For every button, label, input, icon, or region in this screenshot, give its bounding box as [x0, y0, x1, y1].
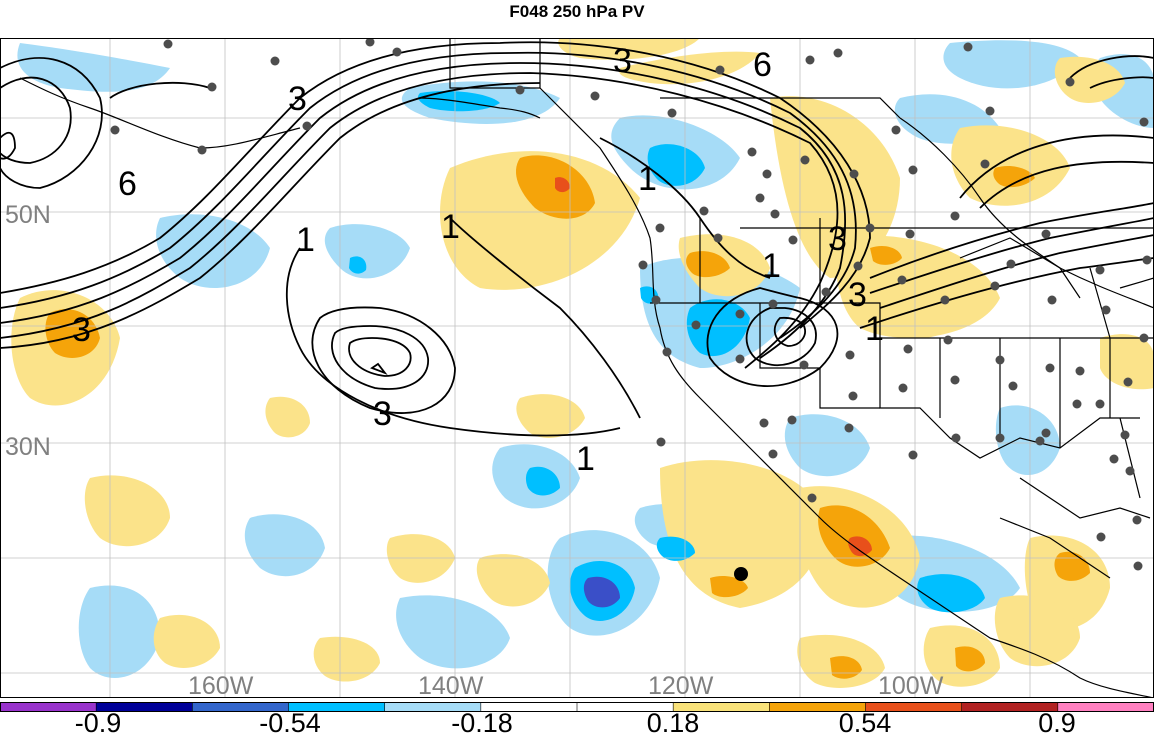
map-title: F048 250 hPa PV — [509, 2, 645, 21]
pv-map: 3 6 6 3 1 1 1 1 3 3 3 3 1 1 50N 30N 160W… — [0, 38, 1154, 698]
colorbar-label: -0.54 — [259, 708, 321, 738]
lon-label-140w: 140W — [418, 672, 484, 698]
contour-label: 3 — [288, 80, 307, 118]
lon-label-120w: 120W — [648, 672, 714, 698]
colorbar-cell — [1057, 702, 1154, 712]
lon-label-100w: 100W — [878, 672, 944, 698]
contour-label: 6 — [118, 165, 137, 203]
lon-label-160w: 160W — [188, 672, 254, 698]
station-dots — [110, 38, 1152, 571]
contour-label: 6 — [753, 46, 772, 84]
coastlines — [19, 38, 1154, 698]
colorbar-label: 0.54 — [838, 708, 892, 738]
contour-label: 3 — [373, 395, 392, 433]
contour-label: 1 — [762, 247, 781, 285]
contour-label: 3 — [848, 276, 867, 314]
contour-label: 1 — [441, 208, 460, 246]
contour-label: 1 — [576, 440, 595, 478]
contour-label: 3 — [613, 42, 632, 80]
contour-label: 1 — [865, 310, 884, 348]
colorbar — [0, 702, 1154, 712]
lat-label-50n: 50N — [5, 201, 51, 229]
colorbar-label: -0.9 — [74, 708, 122, 738]
contour-label: 3 — [828, 220, 847, 258]
contour-labels: 3 6 6 3 1 1 1 1 3 3 3 3 1 1 — [72, 42, 884, 478]
lat-label-30n: 30N — [5, 433, 51, 461]
highlighted-station — [734, 567, 748, 581]
contour-label: 3 — [72, 311, 91, 349]
colorbar-label: 0.18 — [646, 708, 700, 738]
pv-contours — [0, 41, 1154, 437]
contour-label: 1 — [296, 221, 315, 259]
colorbar-label: 0.9 — [1038, 708, 1076, 738]
contour-label: 1 — [638, 160, 657, 198]
colorbar-label: -0.18 — [451, 708, 513, 738]
shading-layer — [11, 38, 1154, 688]
axis-labels: 50N 30N 160W 140W 120W 100W — [5, 201, 944, 698]
